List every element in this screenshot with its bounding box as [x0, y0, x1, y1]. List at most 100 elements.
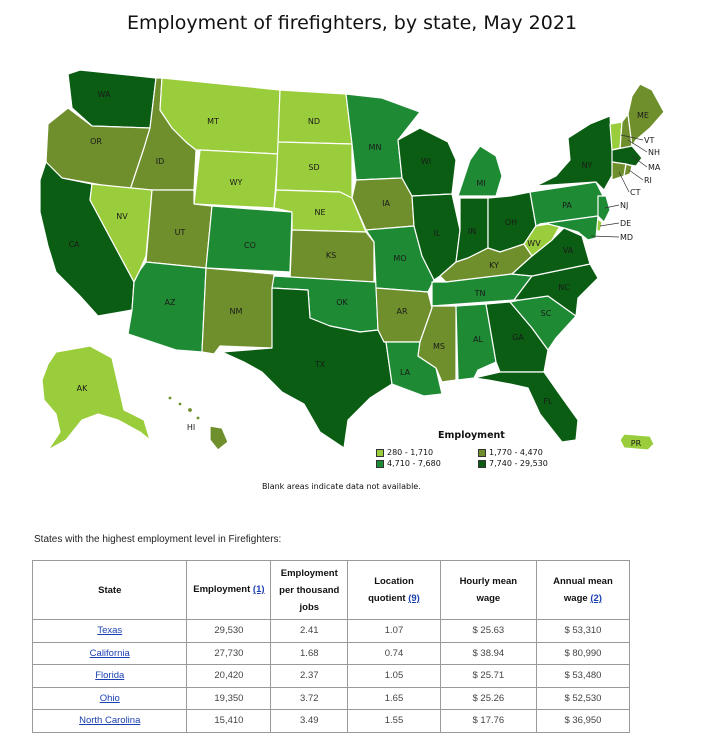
table-cell: 1.55 [347, 709, 441, 733]
table-cell: 0.74 [347, 641, 441, 665]
state-label-DE: DE [620, 219, 631, 228]
state-label-NY: NY [582, 161, 593, 170]
state-WI[interactable] [397, 127, 457, 197]
state-CT[interactable] [611, 161, 627, 181]
map-title: Employment of firefighters, by state, Ma… [126, 12, 578, 34]
table-row: North Carolina 15,410 3.49 1.55 $ 17.76 $ 36,… [31, 709, 631, 733]
table-cell: Texas [31, 619, 188, 643]
state-label-HI: HI [187, 423, 195, 432]
per-thousand-cell: 3.49 [300, 715, 319, 727]
table-cell: 3.49 [270, 709, 349, 733]
table-cell: 1.05 [347, 664, 441, 688]
table-cell: $ 53,310 [535, 619, 631, 643]
table-row: California 27,730 1.68 0.74 $ 38.94 $ 80,990 [31, 641, 631, 665]
state-label-AR: AR [396, 307, 407, 316]
table-cell: Florida [31, 664, 188, 688]
table-cell: $ 17.76 [439, 709, 537, 733]
table-cell: 27,730 [186, 641, 272, 665]
leader-line-DE [599, 222, 620, 227]
state-PR[interactable] [619, 433, 655, 451]
state-NY[interactable] [535, 115, 615, 191]
state-link[interactable]: Texas [97, 625, 123, 637]
table-cell: $ 52,530 [535, 686, 631, 710]
hourly-wage-cell: $ 38.94 [472, 647, 505, 659]
table-cell: $ 80,990 [535, 641, 631, 665]
employment-footnote-link[interactable]: (1) [252, 584, 265, 595]
state-label-CT: CT [630, 188, 641, 197]
header-per-thousand: Employment per thousand jobs [270, 560, 349, 620]
table-cell: 2.41 [270, 619, 349, 643]
header-employment: Employment (1) [186, 560, 272, 620]
location-quotient-cell: 1.05 [384, 670, 404, 682]
table-row: Ohio 19,350 3.72 1.65 $ 25.26 $ 52,530 [31, 686, 631, 710]
state-label-RI: RI [644, 176, 652, 185]
state-AK[interactable] [41, 345, 151, 451]
state-HI[interactable] [167, 395, 229, 451]
state-label-NE: NE [314, 208, 325, 217]
table-cell: North Carolina [31, 709, 188, 733]
state-label-AL: AL [473, 335, 483, 344]
table-cell: $ 38.94 [439, 641, 537, 665]
hourly-wage-cell: $ 25.26 [472, 692, 505, 704]
state-FL[interactable] [473, 371, 579, 443]
state-label-LA: LA [400, 368, 411, 377]
state-label-PR: PR [631, 439, 642, 448]
legend-item-1: 280 - 1,710 [376, 448, 433, 457]
table-cell: 20,420 [186, 664, 272, 688]
state-NM[interactable] [201, 267, 275, 355]
state-link[interactable]: California [89, 647, 130, 659]
state-label-SD: SD [308, 163, 319, 172]
state-label-MD: MD [620, 233, 633, 242]
state-NJ[interactable] [597, 195, 611, 223]
table-row: Texas 29,530 2.41 1.07 $ 25.63 $ 53,310 [31, 619, 631, 643]
leader-line-RI [628, 169, 644, 181]
legend-title: Employment [438, 430, 505, 441]
table-caption: States with the highest employment level… [34, 534, 282, 545]
lq-footnote-link[interactable]: (9) [408, 593, 420, 604]
table-cell: 1.65 [347, 686, 441, 710]
per-thousand-cell: 3.72 [300, 692, 319, 704]
legend-label: 1,770 - 4,470 [489, 448, 543, 457]
state-MA[interactable] [611, 145, 643, 167]
state-KS[interactable] [289, 229, 375, 283]
legend-label: 4,710 - 7,680 [387, 459, 441, 468]
state-AZ[interactable] [127, 261, 207, 353]
state-CO[interactable] [205, 205, 293, 273]
state-RI[interactable] [623, 163, 633, 177]
annual-wage-cell: $ 53,480 [564, 670, 602, 682]
header-annual-label: Annual mean wage [553, 576, 613, 604]
per-thousand-cell: 1.68 [300, 647, 319, 659]
us-map: WA OR CA ID NV MT WY UT AZ CO NM ND SD NE KS OK TX MN IA MO… [39, 69, 665, 451]
state-label-ME: ME [637, 111, 649, 120]
state-link[interactable]: North Carolina [79, 715, 141, 727]
legend-swatch [376, 448, 384, 457]
state-link[interactable]: Ohio [99, 692, 120, 704]
state-ME[interactable] [627, 83, 665, 147]
state-link[interactable]: Florida [95, 670, 125, 682]
table-cell: 1.68 [270, 641, 349, 665]
state-label-MT: MT [207, 117, 219, 126]
header-employment-label: Employment [193, 584, 251, 595]
state-label-FL: FL [543, 397, 553, 406]
hourly-wage-cell: $ 25.71 [472, 670, 505, 682]
table-row: Florida 20,420 2.37 1.05 $ 25.71 $ 53,480 [31, 664, 631, 688]
state-MI[interactable] [457, 145, 503, 197]
table-cell: 2.37 [270, 664, 349, 688]
table-cell: $ 53,480 [535, 664, 631, 688]
state-label-AK: AK [77, 384, 88, 393]
blank-areas-note: Blank areas indicate data not available. [262, 482, 421, 491]
leader-line-NH [627, 139, 648, 153]
table-cell: 3.72 [270, 686, 349, 710]
state-TX[interactable] [221, 287, 393, 449]
annual-footnote-link[interactable]: (2) [590, 593, 602, 604]
state-label-OH: OH [505, 218, 517, 227]
state-MD[interactable] [539, 215, 599, 241]
employment-cell: 20,420 [214, 670, 244, 682]
state-label-MN: MN [369, 143, 382, 152]
state-MS[interactable] [417, 305, 457, 383]
legend-swatch [478, 459, 486, 468]
table-cell: 1.07 [347, 619, 441, 643]
table-cell: $ 25.63 [439, 619, 537, 643]
employment-cell: 27,730 [214, 647, 244, 659]
location-quotient-cell: 0.74 [384, 647, 404, 659]
